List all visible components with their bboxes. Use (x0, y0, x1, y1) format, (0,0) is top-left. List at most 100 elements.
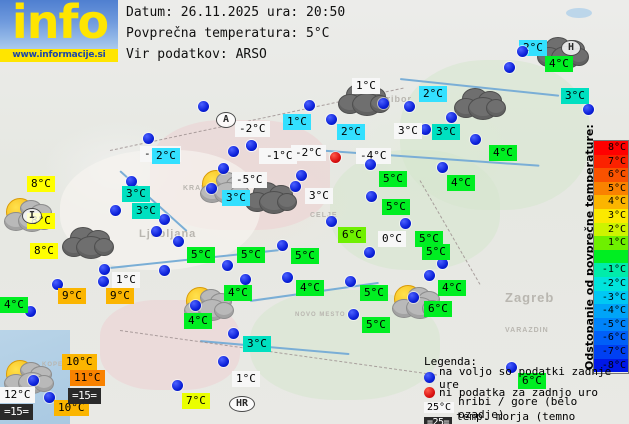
station-dot[interactable] (506, 362, 517, 373)
temperature-chip: 8°C (27, 176, 55, 192)
scale-row: -4°C (594, 304, 628, 318)
station-dot[interactable] (151, 226, 162, 237)
station-dot[interactable] (190, 300, 201, 311)
city-label: NOVO MESTO (295, 312, 346, 318)
station-dot[interactable] (400, 218, 411, 229)
city-label: KOPER (42, 362, 69, 368)
temperature-chip: 5°C (187, 247, 215, 263)
legend-mountain-chip: 25°C (424, 402, 455, 413)
temperature-chip: 4°C (224, 285, 252, 301)
station-dot[interactable] (159, 214, 170, 225)
temperature-chip: -4°C (356, 148, 391, 164)
station-dot[interactable] (277, 240, 288, 251)
station-dot[interactable] (206, 183, 217, 194)
station-dot[interactable] (404, 101, 415, 112)
scale-row: 1°C (594, 236, 628, 250)
legend-item-text: ni podatka za zadnjo uro (439, 386, 598, 399)
scale-row: -6°C (594, 331, 628, 345)
station-dot[interactable] (437, 258, 448, 269)
sea-temperature-chip: =15= (68, 388, 101, 404)
cloud-puff (94, 238, 114, 256)
scale-row: 6°C (594, 168, 628, 182)
station-dot[interactable] (290, 181, 301, 192)
station-dot[interactable] (345, 276, 356, 287)
country-marker-i: I (22, 208, 42, 224)
temperature-chip: 5°C (382, 199, 410, 215)
temperature-scale: Odstopanje od povprečne temperature: 8°C… (567, 124, 629, 374)
station-dot[interactable] (198, 101, 209, 112)
station-dot[interactable] (159, 265, 170, 276)
site-logo[interactable]: info www.informacije.si (0, 0, 118, 62)
scale-row: 5°C (594, 181, 628, 196)
legend-item: ni podatka za zadnjo uro (424, 385, 624, 400)
station-dot[interactable] (446, 112, 457, 123)
station-dot[interactable] (583, 104, 594, 115)
station-dot[interactable] (504, 62, 515, 73)
scale-row: 2°C (594, 222, 628, 237)
station-dot[interactable] (437, 162, 448, 173)
temperature-chip: 3°C (305, 188, 333, 204)
station-dot[interactable] (365, 159, 376, 170)
station-dot[interactable] (470, 134, 481, 145)
temperature-chip: 3°C (132, 203, 160, 219)
temperature-chip: 5°C (415, 231, 443, 247)
temperature-chip: 7°C (182, 393, 210, 409)
station-dot[interactable] (126, 176, 137, 187)
temperature-chip: 5°C (362, 317, 390, 333)
scale-row: -2°C (594, 276, 628, 291)
station-dot[interactable] (218, 356, 229, 367)
station-dot[interactable] (28, 375, 39, 386)
station-dot-no-data[interactable] (330, 152, 341, 163)
station-dot[interactable] (52, 279, 63, 290)
temperature-chip: 3°C (222, 190, 250, 206)
station-dot[interactable] (282, 272, 293, 283)
cloud-icon (243, 180, 299, 220)
temperature-chip: 10°C (54, 400, 89, 416)
legend-rows: na voljo so podatki zadnje ure ni podatka… (424, 365, 624, 424)
station-dot[interactable] (172, 380, 183, 391)
station-dot[interactable] (348, 309, 359, 320)
station-dot[interactable] (240, 274, 251, 285)
station-dot[interactable] (98, 276, 109, 287)
scale-color-bar: 8°C 7°C 6°C 5°C 4°C 3°C 2°C 1°C -1°C -2°C -3°C -4°C… (593, 140, 629, 374)
station-dot[interactable] (364, 247, 375, 258)
temperature-chip: 4°C (447, 175, 475, 191)
country-marker-hr: HR (229, 396, 255, 412)
station-dot[interactable] (296, 170, 307, 181)
station-dot[interactable] (228, 146, 239, 157)
header-avg-temp: Povprečna temperatura: 5°C (126, 26, 330, 41)
cloud-puff (486, 99, 506, 117)
station-dot[interactable] (378, 98, 389, 109)
station-dot[interactable] (228, 328, 239, 339)
temperature-chip: 1°C (232, 371, 260, 387)
cloud-puff (277, 193, 297, 211)
temperature-chip: 1°C (112, 272, 140, 288)
station-dot[interactable] (246, 140, 257, 151)
temperature-chip: 1°C (283, 114, 311, 130)
temperature-chip: 1°C (352, 78, 380, 94)
temperature-chip: 11°C (70, 370, 105, 386)
station-dot[interactable] (326, 114, 337, 125)
temperature-chip: -2°C (235, 121, 270, 137)
station-dot[interactable] (218, 163, 229, 174)
station-dot[interactable] (25, 306, 36, 317)
station-dot[interactable] (143, 133, 154, 144)
station-dot[interactable] (44, 392, 55, 403)
station-dot[interactable] (517, 46, 528, 57)
station-dot[interactable] (366, 191, 377, 202)
temperature-chip: 4°C (489, 145, 517, 161)
station-dot[interactable] (420, 124, 431, 135)
station-dot[interactable] (424, 270, 435, 281)
station-dot[interactable] (99, 264, 110, 275)
legend-red-dot-icon (424, 387, 435, 398)
station-dot[interactable] (326, 216, 337, 227)
temperature-chip: 0°C (378, 231, 406, 247)
station-dot[interactable] (222, 260, 233, 271)
country-marker-a: A (216, 112, 236, 128)
station-dot[interactable] (110, 205, 121, 216)
station-dot[interactable] (408, 292, 419, 303)
station-dot[interactable] (304, 100, 315, 111)
sea-temperature-chip: =15= (0, 404, 33, 420)
station-dot[interactable] (173, 236, 184, 247)
